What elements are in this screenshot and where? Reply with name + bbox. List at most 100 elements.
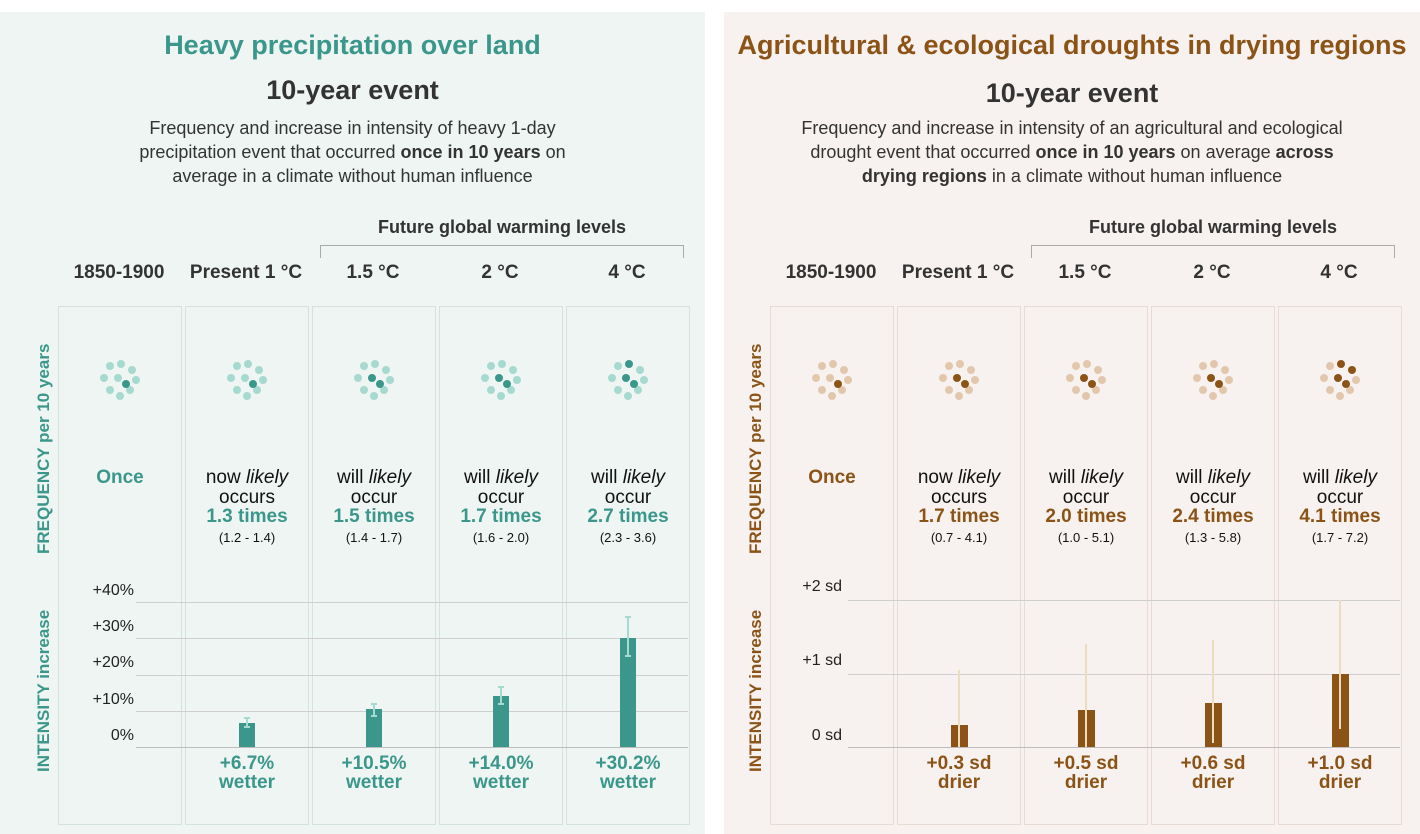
frequency-dot <box>1199 386 1207 394</box>
y-tick-label: 0 sd <box>811 727 842 744</box>
frequency-dot <box>481 374 489 382</box>
frequency-dot <box>253 386 261 394</box>
desc-line2c: on average <box>1175 142 1276 162</box>
desc-line2c: on <box>540 142 566 162</box>
frequency-dot <box>370 392 378 400</box>
frequency-dot <box>487 362 495 370</box>
column-box <box>897 306 1021 825</box>
frequency-dot <box>1334 374 1342 382</box>
frequency-dot <box>818 362 826 370</box>
column-box <box>566 306 690 825</box>
desc-line2a: precipitation event that occurred <box>139 142 401 162</box>
frequency-dot <box>1098 376 1106 384</box>
column-box <box>58 306 182 825</box>
intensity-label: +14.0% wetter <box>468 753 534 793</box>
frequency-dot <box>614 386 622 394</box>
frequency-dot <box>249 380 257 388</box>
frequency-dot <box>1209 392 1217 400</box>
intensity-bar <box>239 722 255 747</box>
column-box <box>1278 306 1402 825</box>
intensity-label: +6.7% wetter <box>219 753 275 793</box>
y-tick-label: +2 sd <box>802 578 842 595</box>
frequency-dot <box>259 376 267 384</box>
frequency-dot <box>1215 380 1223 388</box>
frequency-dot <box>812 374 820 382</box>
frequency-dot <box>1210 360 1218 368</box>
frequency-dot <box>967 366 975 374</box>
frequency-dot <box>956 360 964 368</box>
frequency-dot <box>818 386 826 394</box>
error-bar <box>1339 600 1341 729</box>
panel-title: Agricultural & ecological droughts in dr… <box>737 30 1407 60</box>
frequency-dot <box>1207 374 1215 382</box>
frequency-dot <box>1219 386 1227 394</box>
desc-line2d: across <box>1275 142 1334 162</box>
frequency-dot <box>117 360 125 368</box>
gridline <box>136 675 688 676</box>
future-bracket <box>1031 245 1395 258</box>
frequency-dot <box>608 374 616 382</box>
once-label: Once <box>96 467 144 488</box>
frequency-dot <box>945 362 953 370</box>
frequency-dot <box>1088 380 1096 388</box>
frequency-dot <box>233 362 241 370</box>
frequency-dot <box>513 376 521 384</box>
panel-description: Frequency and increase in intensity of h… <box>20 116 685 188</box>
frequency-dot <box>826 374 834 382</box>
future-bracket <box>320 245 684 258</box>
frequency-dot <box>965 386 973 394</box>
column-header: Present 1 °C <box>901 262 1015 283</box>
frequency-dot <box>1352 376 1360 384</box>
error-bar-cap <box>244 726 250 729</box>
frequency-dot <box>1336 392 1344 400</box>
gridline <box>136 602 688 603</box>
frequency-dot <box>255 366 263 374</box>
panel-description: Frequency and increase in intensity of a… <box>744 116 1400 188</box>
frequency-dot <box>371 360 379 368</box>
error-bar-cap <box>371 715 377 718</box>
error-bar <box>500 687 502 704</box>
frequency-dot <box>360 386 368 394</box>
error-bar-cap <box>371 702 377 705</box>
column-box <box>1024 306 1148 825</box>
column-header: 1.5 °C <box>1058 262 1112 283</box>
future-label: Future global warming levels <box>377 217 627 237</box>
y-tick-label: +20% <box>92 654 134 671</box>
frequency-dot <box>971 376 979 384</box>
frequency-dot <box>828 392 836 400</box>
desc-line1: Frequency and increase in intensity of a… <box>801 118 1343 138</box>
frequency-dot <box>625 360 633 368</box>
frequency-dot <box>1337 360 1345 368</box>
frequency-dot <box>106 362 114 370</box>
frequency-dot <box>955 392 963 400</box>
error-bar-cap <box>498 702 504 705</box>
panel-title: Heavy precipitation over land <box>164 30 541 60</box>
frequency-dot <box>1221 366 1229 374</box>
frequency-dot <box>829 360 837 368</box>
frequency-dot <box>106 386 114 394</box>
frequency-dot <box>1092 386 1100 394</box>
column-header: 4 °C <box>1320 262 1358 283</box>
frequency-dot <box>630 380 638 388</box>
error-bar <box>1212 640 1214 744</box>
frequency-dot <box>1080 374 1088 382</box>
error-bar <box>627 616 629 657</box>
column-header: 1850-1900 <box>73 262 165 283</box>
frequency-dot <box>495 374 503 382</box>
frequency-dot <box>126 386 134 394</box>
desc-line1: Frequency and increase in intensity of h… <box>149 118 556 138</box>
error-bar-cap <box>244 717 250 719</box>
frequency-dot <box>634 386 642 394</box>
frequency-dot <box>622 374 630 382</box>
frequency-dot <box>233 386 241 394</box>
desc-line3: average in a climate without human influ… <box>172 166 533 186</box>
intensity-bar <box>366 708 382 747</box>
panel-heavy-precipitation: Heavy precipitation over land 10-year ev… <box>0 12 705 834</box>
frequency-dot <box>122 380 130 388</box>
frequency-dot <box>624 392 632 400</box>
column-box <box>770 306 894 825</box>
intensity-label: +0.3 sd drier <box>926 753 992 793</box>
desc-line2b: once in 10 years <box>400 142 541 162</box>
frequency-dot <box>1320 374 1328 382</box>
frequency-dot <box>1072 386 1080 394</box>
